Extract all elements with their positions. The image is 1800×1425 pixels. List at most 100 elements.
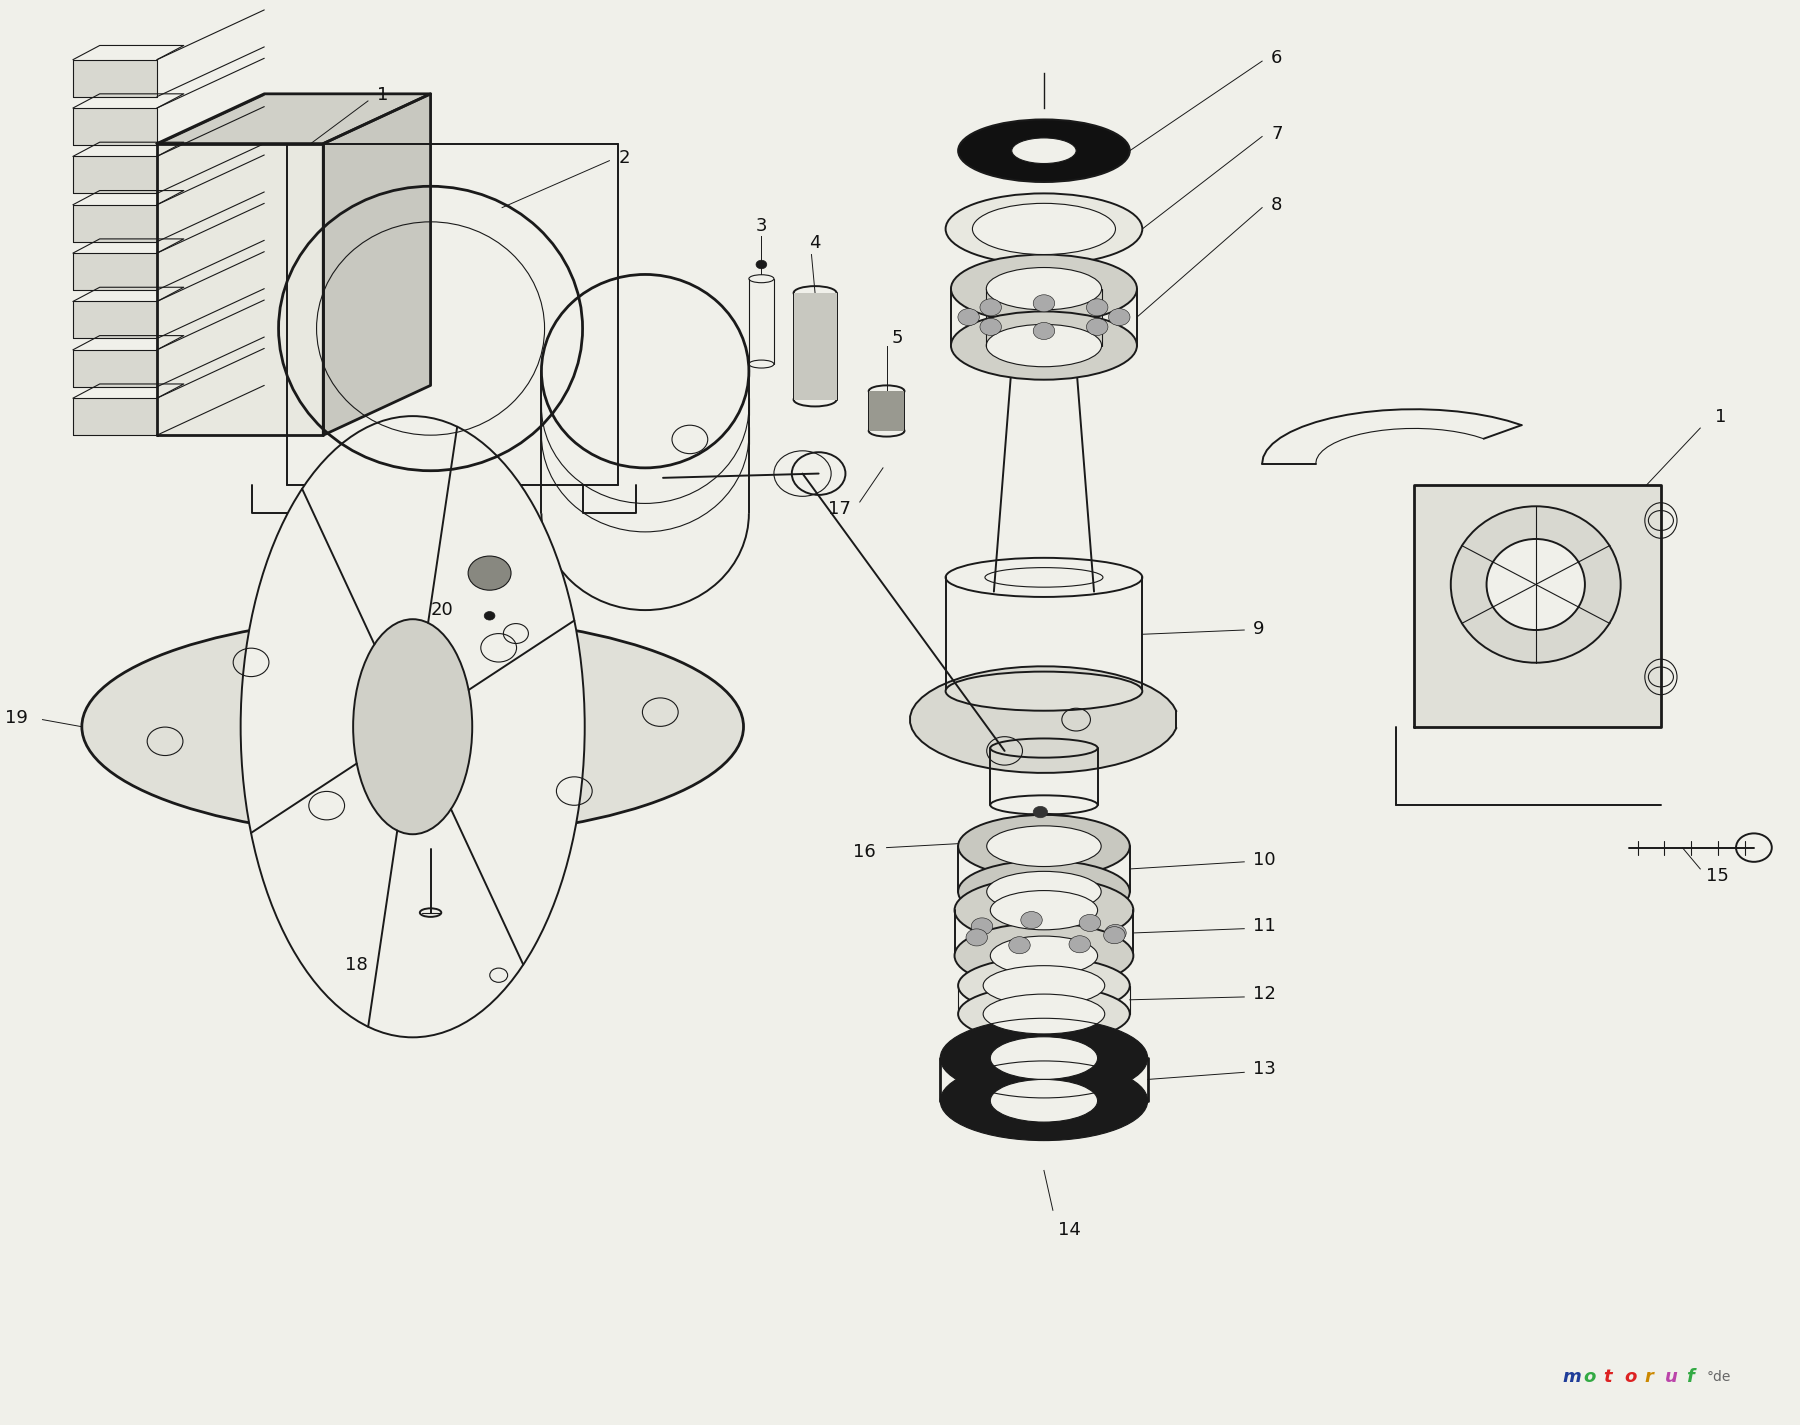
Polygon shape [74,349,157,386]
Text: °de: °de [1706,1369,1732,1384]
Polygon shape [157,348,265,398]
Ellipse shape [940,1019,1148,1097]
Circle shape [756,261,767,269]
Polygon shape [74,108,157,145]
Text: t: t [1604,1368,1613,1385]
Polygon shape [157,252,265,302]
Circle shape [1087,299,1109,316]
Text: 3: 3 [756,217,767,235]
Ellipse shape [986,325,1102,366]
Circle shape [1087,318,1109,335]
Circle shape [1033,295,1055,312]
Text: 17: 17 [828,500,851,519]
Ellipse shape [983,966,1105,1006]
Circle shape [1080,915,1100,932]
Circle shape [972,918,994,935]
Polygon shape [74,60,157,97]
Ellipse shape [958,986,1130,1043]
Text: 10: 10 [1253,851,1276,869]
Ellipse shape [990,936,1098,975]
Text: 14: 14 [1058,1221,1082,1240]
Ellipse shape [990,891,1098,931]
Polygon shape [74,157,157,194]
Circle shape [1103,926,1125,943]
Circle shape [979,318,1001,335]
Polygon shape [911,667,1177,772]
Text: 4: 4 [810,234,821,252]
Ellipse shape [940,1062,1148,1140]
Circle shape [979,299,1001,316]
Text: 20: 20 [430,601,454,618]
Ellipse shape [990,1037,1098,1079]
Text: 8: 8 [1271,195,1282,214]
Ellipse shape [1012,138,1076,164]
Ellipse shape [954,878,1134,943]
Ellipse shape [958,861,1130,923]
Text: u: u [1665,1368,1678,1385]
Polygon shape [74,398,157,435]
Text: 16: 16 [853,842,877,861]
Ellipse shape [983,995,1105,1035]
Polygon shape [157,107,265,157]
Polygon shape [157,58,265,108]
Polygon shape [157,301,265,349]
Text: o: o [1624,1368,1636,1385]
Ellipse shape [945,194,1143,265]
Ellipse shape [81,616,743,838]
Text: r: r [1645,1368,1654,1385]
Ellipse shape [972,204,1116,255]
Text: m: m [1562,1368,1582,1385]
Circle shape [1033,807,1048,818]
Ellipse shape [958,958,1130,1015]
Ellipse shape [241,416,585,1037]
Circle shape [1069,936,1091,953]
Polygon shape [1415,485,1661,727]
Polygon shape [324,94,430,435]
Text: 6: 6 [1271,50,1282,67]
Text: 18: 18 [346,956,367,975]
Ellipse shape [950,312,1138,379]
Ellipse shape [990,1079,1098,1121]
Polygon shape [157,94,430,144]
Text: 7: 7 [1271,124,1283,142]
Circle shape [958,309,979,326]
Circle shape [1105,925,1127,942]
Ellipse shape [353,620,472,834]
Polygon shape [157,10,265,60]
Circle shape [967,929,988,946]
Text: 9: 9 [1253,620,1265,637]
Circle shape [468,556,511,590]
Ellipse shape [986,871,1102,912]
Text: o: o [1584,1368,1595,1385]
Text: 5: 5 [893,329,904,348]
Circle shape [1033,322,1055,339]
Circle shape [1008,936,1030,953]
Ellipse shape [986,268,1102,309]
Polygon shape [74,302,157,339]
Text: f: f [1687,1368,1694,1385]
Circle shape [1021,912,1042,929]
Ellipse shape [958,120,1130,182]
Polygon shape [869,390,904,430]
Polygon shape [157,155,265,205]
Ellipse shape [945,671,1143,711]
Polygon shape [794,294,837,399]
Ellipse shape [950,255,1138,323]
Text: 11: 11 [1253,916,1276,935]
Ellipse shape [986,826,1102,866]
Text: 1: 1 [376,87,389,104]
Text: 2: 2 [619,148,630,167]
Circle shape [1109,309,1130,326]
Text: 15: 15 [1706,866,1728,885]
Ellipse shape [958,815,1130,878]
Text: 1: 1 [1715,408,1726,426]
Circle shape [484,611,495,620]
Ellipse shape [1487,539,1586,630]
Polygon shape [157,144,324,435]
Text: 19: 19 [5,710,29,727]
Ellipse shape [954,923,1134,989]
Text: 12: 12 [1253,985,1276,1003]
Polygon shape [157,204,265,254]
Text: 13: 13 [1253,1060,1276,1079]
Polygon shape [74,205,157,242]
